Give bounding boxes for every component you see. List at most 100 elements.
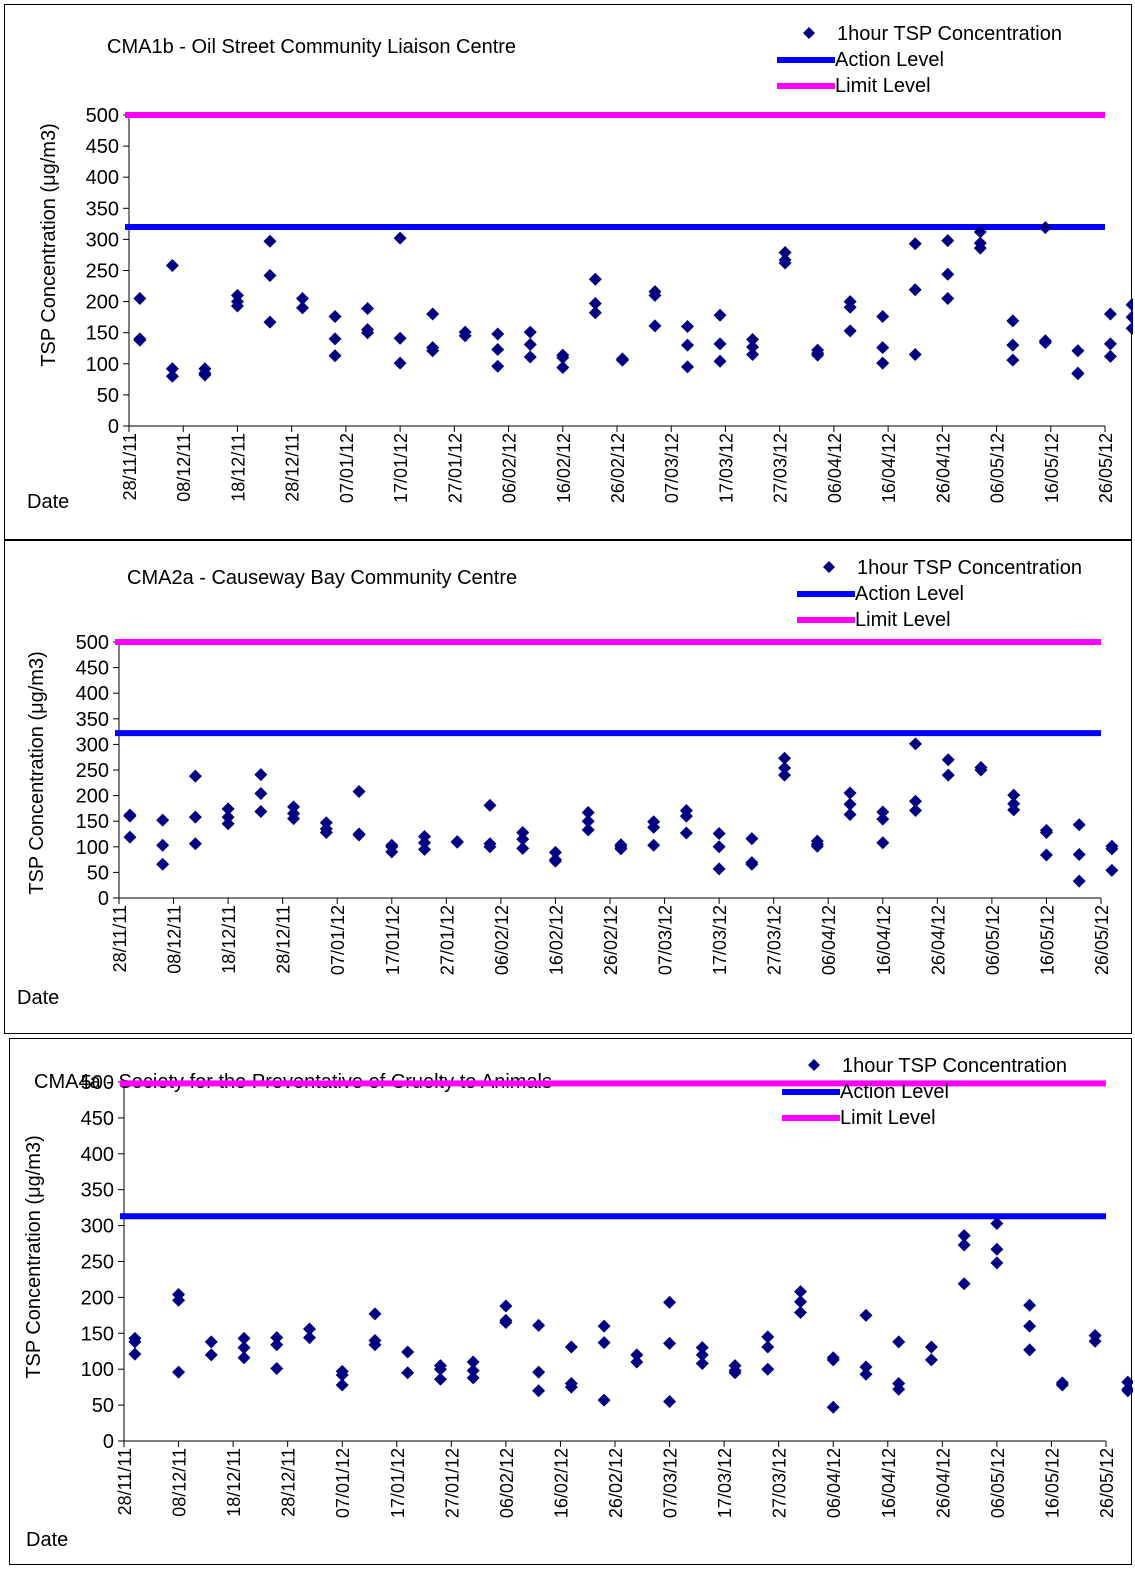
x-axis-label: Date xyxy=(27,491,69,513)
data-point xyxy=(254,804,268,818)
data-point xyxy=(198,368,212,382)
data-point xyxy=(466,1364,480,1378)
x-tick-label: 06/05/12 xyxy=(988,433,1008,503)
y-tick-label: 100 xyxy=(81,1359,114,1381)
data-point xyxy=(1125,321,1133,335)
x-tick-label: 06/02/12 xyxy=(497,1448,517,1518)
y-tick-label: 500 xyxy=(76,632,109,654)
data-point xyxy=(361,326,375,340)
data-point xyxy=(941,768,955,782)
data-point xyxy=(1007,803,1021,817)
data-point xyxy=(695,1356,709,1370)
data-point xyxy=(876,805,890,819)
data-point xyxy=(393,231,407,245)
chart-panel-cma1b: CMA1b - Oil Street Community Liaison Cen… xyxy=(4,4,1133,540)
data-point xyxy=(1023,1343,1037,1357)
x-tick-label: 16/05/12 xyxy=(1037,905,1057,975)
data-point xyxy=(908,283,922,297)
legend-label-action: Action Level xyxy=(855,583,964,605)
x-tick-label: 16/05/12 xyxy=(1042,433,1062,503)
y-tick-label: 100 xyxy=(86,354,119,376)
data-point xyxy=(128,1347,142,1361)
data-point xyxy=(270,1338,284,1352)
y-tick-label: 500 xyxy=(86,105,119,127)
data-point xyxy=(695,1341,709,1355)
data-point xyxy=(1038,221,1052,235)
data-point xyxy=(458,329,472,343)
chart-cma4a: CMA4a - Society for the Preventative of … xyxy=(23,1055,1133,1551)
data-point xyxy=(263,315,277,329)
data-point xyxy=(401,1366,415,1380)
y-tick-label: 500 xyxy=(81,1072,114,1094)
x-tick-label: 06/02/12 xyxy=(500,433,520,503)
legend: 1hour TSP Concentration Action Level Limit… xyxy=(777,23,1062,97)
data-point xyxy=(1006,353,1020,367)
data-point xyxy=(1071,344,1085,358)
data-point xyxy=(778,761,792,775)
data-point xyxy=(588,296,602,310)
chart-panel-cma4a: CMA4a - Society for the Preventative of … xyxy=(9,1038,1133,1565)
x-tick-label: 16/04/12 xyxy=(879,433,899,503)
data-point xyxy=(630,1355,644,1369)
data-point xyxy=(793,1285,807,1299)
x-tick-label: 17/03/12 xyxy=(715,1448,735,1518)
data-point xyxy=(328,310,342,324)
data-point xyxy=(1072,818,1086,832)
data-point xyxy=(418,842,432,856)
data-point xyxy=(237,1351,251,1365)
legend-label-limit: Limit Level xyxy=(835,75,931,97)
data-point xyxy=(761,1340,775,1354)
x-tick-label: 26/05/12 xyxy=(1092,905,1112,975)
data-point xyxy=(254,768,268,782)
data-point xyxy=(957,1277,971,1291)
data-point xyxy=(713,308,727,322)
data-point xyxy=(237,1341,251,1355)
legend-label-limit: Limit Level xyxy=(840,1107,936,1129)
data-point xyxy=(746,340,760,354)
legend-label-points: 1hour TSP Concentration xyxy=(842,1055,1067,1077)
data-point xyxy=(133,333,147,347)
y-tick-label: 400 xyxy=(86,167,119,189)
data-point xyxy=(876,310,890,324)
data-point xyxy=(254,787,268,801)
data-point xyxy=(1023,1298,1037,1312)
data-point xyxy=(1072,847,1086,861)
data-point xyxy=(630,1348,644,1362)
chart-title: CMA2a - Causeway Bay Community Centre xyxy=(127,567,517,589)
x-tick-label: 07/03/12 xyxy=(656,905,676,975)
data-point xyxy=(843,300,857,314)
data-point xyxy=(165,362,179,376)
data-point xyxy=(1125,298,1133,312)
x-tick-label: 18/12/11 xyxy=(224,1448,244,1517)
chart-title: CMA1b - Oil Street Community Liaison Cen… xyxy=(107,36,516,58)
data-point xyxy=(491,327,505,341)
data-point xyxy=(843,808,857,822)
x-tick-label: 26/05/12 xyxy=(1097,1448,1117,1518)
x-tick-label: 17/01/12 xyxy=(388,1448,408,1518)
data-point xyxy=(990,1256,1004,1270)
data-point xyxy=(532,1384,546,1398)
x-tick-label: 27/01/12 xyxy=(442,1448,462,1518)
data-point xyxy=(1038,336,1052,350)
x-tick-label: 17/01/12 xyxy=(383,905,403,975)
data-point xyxy=(974,763,988,777)
data-point xyxy=(957,1238,971,1252)
data-point xyxy=(615,353,629,367)
x-tick-label: 26/05/12 xyxy=(1096,433,1116,503)
y-axis-label: TSP Concentration (μg/m3) xyxy=(23,1135,45,1378)
data-point xyxy=(230,299,244,313)
y-tick-label: 150 xyxy=(81,1323,114,1345)
x-tick-label: 16/04/12 xyxy=(879,1448,899,1518)
data-point xyxy=(188,769,202,783)
data-point xyxy=(1088,1334,1102,1348)
x-tick-label: 06/04/12 xyxy=(819,905,839,975)
data-point xyxy=(1071,367,1085,381)
x-tick-label: 17/03/12 xyxy=(716,433,736,503)
x-tick-label: 17/03/12 xyxy=(710,905,730,975)
data-point xyxy=(466,1355,480,1369)
data-point xyxy=(156,838,170,852)
x-tick-label: 27/01/12 xyxy=(445,433,465,503)
legend-label-action: Action Level xyxy=(840,1081,949,1103)
data-point xyxy=(712,826,726,840)
data-point xyxy=(263,268,277,282)
